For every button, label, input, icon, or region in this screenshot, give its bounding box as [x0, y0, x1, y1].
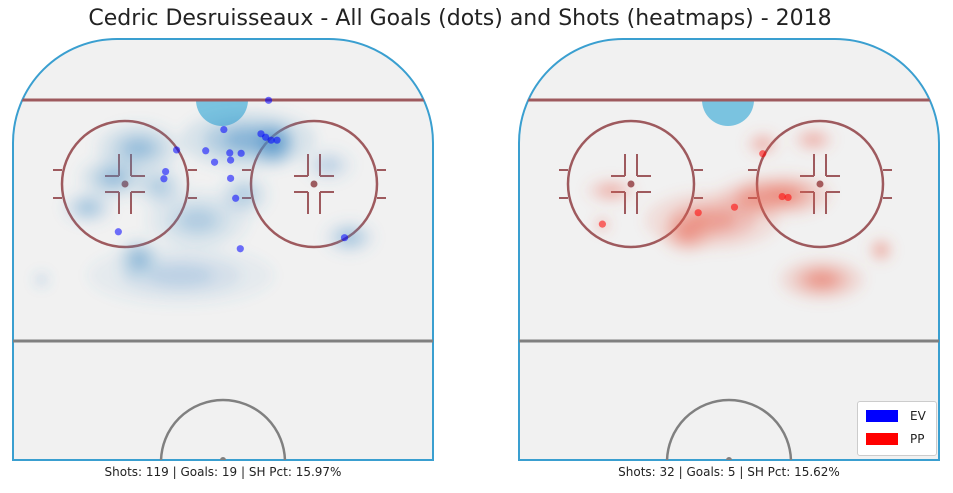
ev-goal-dot: [202, 147, 210, 155]
ev-goal-dot: [226, 174, 235, 182]
ev-goal-dot: [172, 146, 181, 154]
ev-center-dot: [220, 457, 226, 460]
pp-heat-blob-5: [756, 139, 769, 149]
ev-goal-dot: [273, 136, 281, 144]
pp-center-circle: [665, 398, 793, 460]
ev-center-circle: [159, 398, 287, 460]
ev-heat-blob-11: [319, 159, 338, 172]
pp-center-dot: [726, 457, 732, 460]
ev-shot-summary: Shots: 119 | Goals: 19 | SH Pct: 15.97%: [104, 465, 342, 479]
ev-heat-blob-8: [235, 187, 253, 203]
ev-goal-dot: [220, 125, 228, 134]
ev-heat-blob-12: [38, 276, 45, 283]
legend-label-pp: PP: [910, 432, 925, 446]
ev-heat-blob-3: [101, 170, 126, 186]
pp-heat-blob-3: [601, 186, 620, 196]
pp-heat-blob-2: [677, 225, 696, 241]
ev-heat-blob-10: [148, 265, 214, 286]
ev-goal-dot: [262, 133, 270, 141]
pp-goal-dot: [784, 193, 792, 202]
legend: EV PP: [857, 401, 937, 456]
pp-goal-dot: [778, 192, 786, 201]
ev-goal-dot: [237, 149, 245, 157]
pp-heat-blob-4: [806, 135, 821, 145]
legend-swatch-pp: [866, 433, 898, 445]
ev-goal-dot: [264, 96, 273, 104]
pp-shot-summary: Shots: 32 | Goals: 5 | SH Pct: 15.62%: [618, 465, 840, 479]
ev-goal-dot: [162, 167, 170, 176]
ev-goal-dot: [236, 245, 244, 253]
pp-goal-dot: [694, 209, 702, 217]
ev-goal-dot: [226, 149, 234, 157]
ev-goal-dot: [160, 175, 168, 183]
ev-heat-blob-6: [79, 201, 97, 214]
ev-goal-dot: [232, 194, 240, 202]
rink-pp-panel: [518, 38, 940, 461]
pp-goal-dot: [759, 150, 767, 158]
ev-goal-dot: [114, 228, 122, 236]
rink-ev-panel: [12, 38, 434, 461]
pp-rink-boards: [518, 38, 940, 461]
pp-heat-blob-9: [738, 191, 762, 207]
ev-goal-dot: [210, 158, 219, 166]
pp-heat-blob-7: [876, 245, 886, 255]
ev-heat-blob-5: [179, 209, 216, 231]
ev-heat-blob-4: [150, 178, 169, 194]
pp-goal-crease: [702, 100, 754, 126]
ev-goal-dot: [267, 136, 275, 144]
ev-goal-dot: [340, 234, 349, 242]
ev-goal-dot: [226, 156, 235, 164]
chart-title: Cedric Desruisseaux - All Goals (dots) a…: [88, 6, 832, 31]
pp-heat-blob-6: [807, 272, 837, 288]
ev-heat-blob-2: [123, 139, 154, 158]
ev-shot-heatmap: [33, 110, 375, 306]
legend-item-ev: EV: [866, 409, 926, 423]
pp-goal-dot: [598, 220, 606, 228]
legend-label-ev: EV: [910, 409, 926, 423]
pp-goal-dot: [730, 203, 739, 211]
legend-swatch-ev: [866, 410, 898, 422]
legend-item-pp: PP: [866, 432, 924, 446]
